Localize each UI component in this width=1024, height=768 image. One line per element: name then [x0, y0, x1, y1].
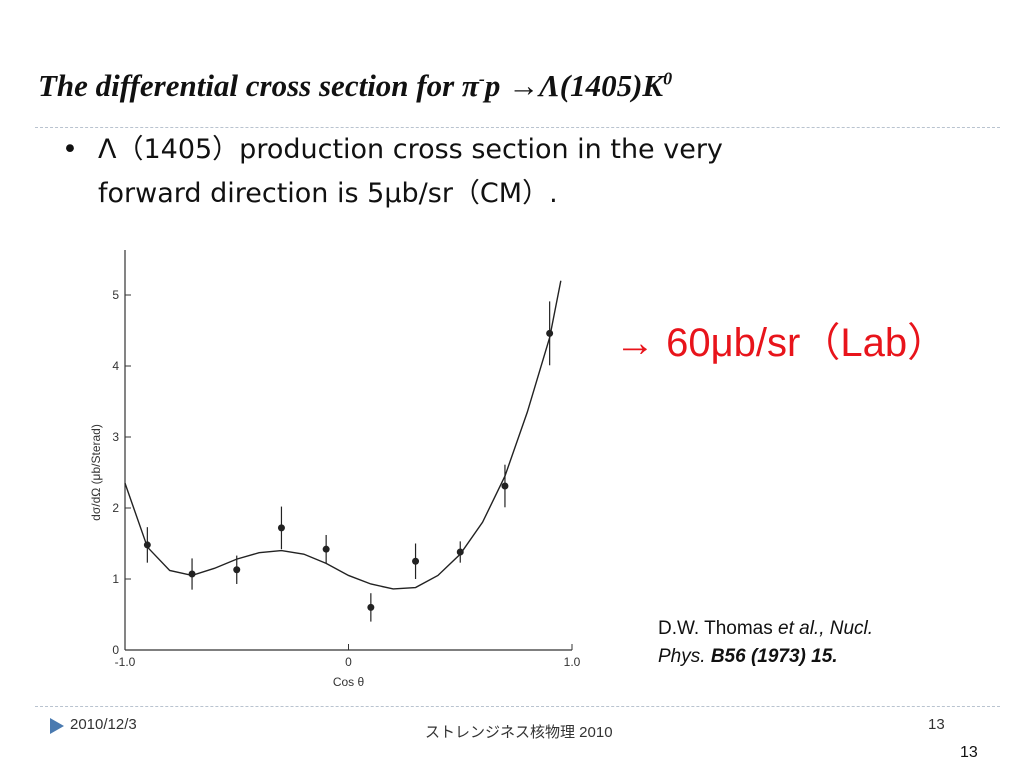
- footer-page: 13: [928, 716, 945, 733]
- title-text: The differential cross section for π: [38, 68, 479, 103]
- bullet-line: Λ（1405）production cross section in the v…: [98, 134, 723, 165]
- data-point: [456, 548, 464, 556]
- divider: [35, 127, 1000, 128]
- footer-icon: [50, 718, 64, 734]
- y-tick-label: 1: [112, 572, 119, 586]
- cite-text: B56 (1973) 15.: [710, 646, 838, 667]
- y-tick-label: 3: [112, 430, 119, 444]
- x-tick-label: 0: [345, 655, 352, 669]
- bullet: • Λ（1405）production cross section in the …: [62, 128, 723, 216]
- data-point: [322, 545, 330, 553]
- annotation: → 60μb/sr（Lab）: [615, 321, 948, 365]
- x-axis-label: Cos θ: [333, 675, 365, 689]
- bullet-line: forward direction is 5μb/sr（CM）.: [98, 178, 558, 209]
- cite-text: Phys.: [658, 646, 711, 667]
- footer-event: ストレンジネス核物理 2010: [425, 724, 613, 741]
- bullet-dot: •: [62, 134, 78, 165]
- y-tick-label: 5: [112, 288, 119, 302]
- page-number: 13: [960, 744, 978, 761]
- x-tick-label: -1.0: [115, 655, 136, 669]
- data-point: [501, 482, 509, 490]
- cite-text: D.W. Thomas: [658, 618, 779, 639]
- title-sup: -: [478, 68, 485, 89]
- data-point: [188, 570, 196, 578]
- slide-title: The differential cross section for π-p →…: [38, 68, 672, 104]
- data-point: [367, 603, 375, 611]
- title-text: p →Λ(1405)K: [484, 68, 664, 103]
- y-tick-label: 0: [112, 643, 119, 657]
- citation: D.W. Thomas et al., Nucl. Phys. B56 (1973…: [658, 615, 873, 671]
- y-tick-label: 4: [112, 359, 119, 373]
- title-sup: 0: [663, 68, 673, 89]
- y-axis-label: dσ/dΩ (μb/Sterad): [89, 424, 103, 521]
- cite-text: et al., Nucl.: [778, 618, 874, 639]
- data-point: [412, 557, 420, 565]
- x-tick-label: 1.0: [564, 655, 581, 669]
- fit-curve: [124, 280, 562, 590]
- y-tick-label: 2: [112, 501, 119, 515]
- data-point: [233, 566, 241, 574]
- footer-date: 2010/12/3: [70, 716, 137, 733]
- data-point: [277, 524, 285, 532]
- footer-rule: [35, 706, 1000, 707]
